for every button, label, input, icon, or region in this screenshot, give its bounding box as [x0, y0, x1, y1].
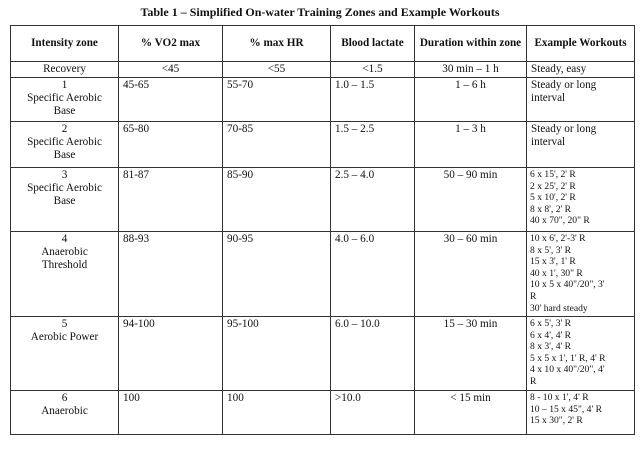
vo2-cell: 81-87: [118, 167, 223, 232]
zone-cell: 1 Specific Aerobic Base: [10, 77, 119, 122]
table-row: 6 Anaerobic 100 100 >10.0 < 15 min 8 - 1…: [10, 390, 635, 435]
workout-line: 8 x 5', 3' R: [530, 244, 572, 256]
zone-cell: 4 Anaerobic Threshold: [10, 231, 119, 317]
zone-line: Aerobic Power: [30, 331, 99, 343]
header-example-workouts: Example Workouts: [526, 25, 635, 62]
hr-cell: 55-70: [222, 77, 331, 122]
duration-cell: 1 – 6 h: [414, 77, 527, 122]
hr-cell: 95-100: [222, 316, 331, 391]
vo2-cell: 100: [118, 390, 223, 435]
workouts-cell: 6 x 5', 3' R 6 x 4', 4' R 8 x 3', 4' R 5…: [526, 316, 635, 391]
zone-line: Anaerobic: [41, 405, 88, 417]
lactate-cell: 1.5 – 2.5: [330, 121, 415, 168]
zone-line: 6: [61, 392, 68, 404]
workout-line: 6 x 15', 2' R: [530, 169, 576, 180]
vo2-cell: 65-80: [118, 121, 223, 168]
lactate-cell: <1.5: [330, 61, 415, 78]
workouts-cell: Steady or long interval: [526, 121, 635, 168]
zone-cell: 3 Specific Aerobic Base: [10, 167, 119, 232]
workouts-cell: 8 - 10 x 1', 4' R 10 – 15 x 45", 4' R 15…: [526, 390, 635, 435]
zone-cell: 5 Aerobic Power: [10, 316, 119, 391]
vo2-cell: <45: [118, 61, 223, 78]
header-vo2-max: % VO2 max: [118, 25, 223, 62]
workouts-cell: 6 x 15', 2' R 2 x 25', 2' R 5 x 10', 2' …: [526, 167, 635, 232]
zone-line: Recovery: [43, 63, 86, 75]
zone-line: 2: [61, 123, 68, 135]
workouts-cell: 10 x 6', 2'-3' R 8 x 5', 3' R 15 x 3', 1…: [526, 231, 635, 317]
zone-line: 4: [61, 233, 68, 245]
zone-line: 1: [61, 79, 68, 91]
workout-line: 10 x 6', 2'-3' R: [530, 233, 586, 244]
workout-line: 10 x 5 x 40"/20", 3': [530, 279, 605, 291]
workout-line: 2 x 25', 2' R: [530, 180, 576, 192]
zone-line: Base: [53, 195, 76, 207]
zone-line: Specific Aerobic: [27, 182, 102, 194]
header-duration: Duration within zone: [414, 25, 527, 62]
zone-line: Anaerobic: [41, 246, 88, 258]
header-max-hr: % max HR: [222, 25, 331, 62]
lactate-cell: 6.0 – 10.0: [330, 316, 415, 391]
header-row: Intensity zone % VO2 max % max HR Blood …: [10, 25, 635, 62]
hr-cell: 90-95: [222, 231, 331, 317]
duration-cell: 1 – 3 h: [414, 121, 527, 168]
table-row: 4 Anaerobic Threshold 88-93 90-95 4.0 – …: [10, 231, 635, 317]
duration-cell: 30 min – 1 h: [414, 61, 527, 78]
lactate-cell: 1.0 – 1.5: [330, 77, 415, 122]
workout-line: 5 x 10', 2' R: [530, 192, 576, 204]
duration-cell: 30 – 60 min: [414, 231, 527, 317]
workout-line: Steady or long interval: [531, 79, 597, 104]
hr-cell: <55: [222, 61, 331, 78]
hr-cell: 70-85: [222, 121, 331, 168]
duration-cell: < 15 min: [414, 390, 527, 435]
workout-line: 30' hard steady: [530, 302, 588, 314]
header-blood-lactate: Blood lactate: [330, 25, 415, 62]
lactate-cell: 2.5 – 4.0: [330, 167, 415, 232]
zone-line: Specific Aerobic: [27, 92, 102, 104]
table-row: 2 Specific Aerobic Base 65-80 70-85 1.5 …: [10, 121, 635, 168]
duration-cell: 15 – 30 min: [414, 316, 527, 391]
zone-cell: Recovery: [10, 61, 119, 78]
workout-line: 8 x 3', 4' R: [530, 341, 572, 353]
zone-line: 3: [61, 169, 68, 181]
table-row: 3 Specific Aerobic Base 81-87 85-90 2.5 …: [10, 167, 635, 232]
workout-line: 15 x 3', 1' R: [530, 256, 576, 268]
workout-line: 6 x 4', 4' R: [530, 329, 572, 341]
workout-line: 5 x 5 x 1', 1' R, 4' R: [530, 352, 606, 364]
zone-line: Specific Aerobic: [27, 136, 102, 148]
duration-cell: 50 – 90 min: [414, 167, 527, 232]
vo2-cell: 45-65: [118, 77, 223, 122]
lactate-cell: 4.0 – 6.0: [330, 231, 415, 317]
zone-cell: 6 Anaerobic: [10, 390, 119, 435]
workout-line: 10 – 15 x 45", 4' R: [530, 403, 603, 415]
zone-line: 5: [61, 318, 68, 330]
hr-cell: 85-90: [222, 167, 331, 232]
table-row: 1 Specific Aerobic Base 45-65 55-70 1.0 …: [10, 77, 635, 122]
header-intensity-zone: Intensity zone: [10, 25, 119, 62]
workout-line: 40 x 1', 30" R: [530, 267, 583, 279]
workout-line: R: [530, 375, 537, 387]
workout-line: 15 x 30", 2' R: [530, 415, 583, 427]
workout-line: 4 x 10 x 40"/20", 4': [530, 364, 605, 376]
workouts-cell: Steady or long interval: [526, 77, 635, 122]
table-title: Table 1 – Simplified On-water Training Z…: [140, 5, 500, 19]
workout-line: Steady or long interval: [531, 123, 597, 148]
workout-line: 6 x 5', 3' R: [530, 318, 572, 329]
workout-line: 8 - 10 x 1', 4' R: [530, 392, 589, 403]
workout-line: R: [530, 290, 537, 302]
workout-line: 40 x 70", 20" R: [530, 215, 590, 227]
zone-line: Threshold: [41, 259, 88, 271]
table-row: 5 Aerobic Power 94-100 95-100 6.0 – 10.0…: [10, 316, 635, 391]
lactate-cell: >10.0: [330, 390, 415, 435]
training-zones-table: Intensity zone % VO2 max % max HR Blood …: [10, 25, 635, 435]
vo2-cell: 94-100: [118, 316, 223, 391]
zone-cell: 2 Specific Aerobic Base: [10, 121, 119, 168]
zone-line: Base: [53, 105, 76, 117]
workouts-cell: Steady, easy: [526, 61, 635, 78]
zone-line: Base: [53, 149, 76, 161]
workout-line: 8 x 8', 2' R: [530, 203, 572, 215]
vo2-cell: 88-93: [118, 231, 223, 317]
hr-cell: 100: [222, 390, 331, 435]
table-row: Recovery <45 <55 <1.5 30 min – 1 h Stead…: [10, 61, 635, 78]
